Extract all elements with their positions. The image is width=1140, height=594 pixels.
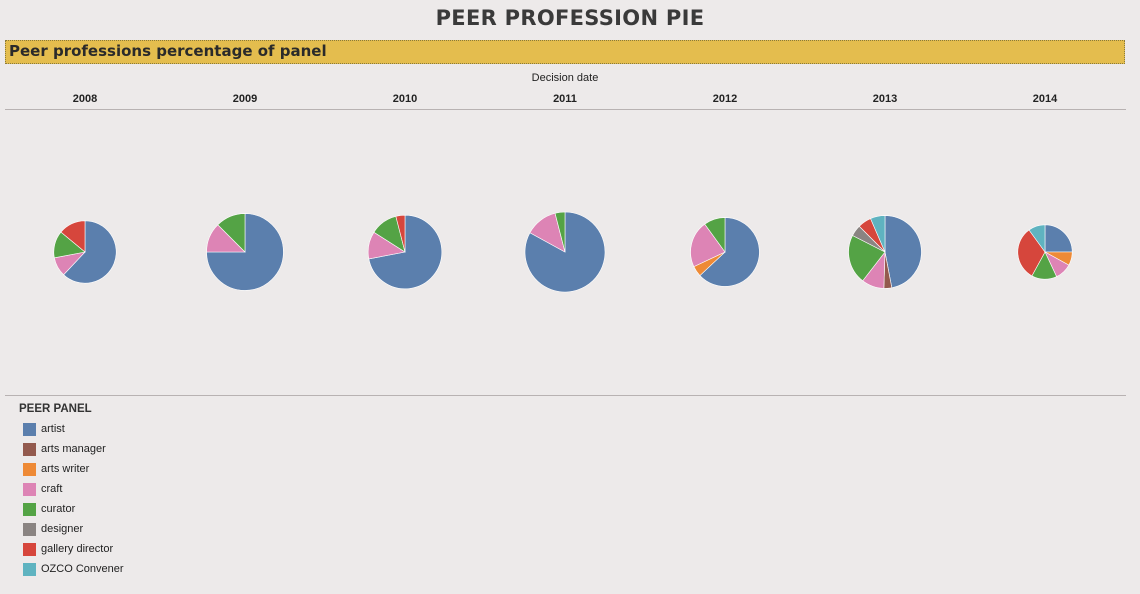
- pie-slice-craft[interactable]: [690, 223, 726, 268]
- year-label: 2012: [712, 93, 738, 105]
- subtitle-bar: Peer professions percentage of panel: [5, 40, 1125, 64]
- header-divider: [5, 109, 1126, 110]
- legend-item[interactable]: curator: [19, 499, 124, 519]
- legend-label: artist: [41, 423, 65, 435]
- pie-chart-area: [53, 211, 1073, 293]
- pie-slice-curator[interactable]: [704, 217, 726, 253]
- pie-2011[interactable]: [524, 211, 606, 293]
- legend: PEER PANEL artist arts manager arts writer…: [19, 403, 124, 579]
- legend-item[interactable]: gallery director: [19, 539, 124, 559]
- year-label: 2009: [232, 93, 258, 105]
- pie-slice-curator[interactable]: [217, 213, 246, 253]
- pane-divider: [5, 395, 1126, 396]
- year-label: 2014: [1032, 93, 1058, 105]
- pie-2013[interactable]: [848, 215, 922, 289]
- pie-slice-gallery-director[interactable]: [395, 214, 406, 253]
- pie-slice-artist[interactable]: [1044, 224, 1073, 253]
- pie-slice-artist[interactable]: [884, 215, 922, 289]
- legend-label: arts manager: [41, 443, 106, 455]
- legend-label: designer: [41, 523, 84, 535]
- legend-label: OZCO Convener: [41, 563, 124, 575]
- legend-title: PEER PANEL: [19, 403, 92, 415]
- legend-swatch: [23, 422, 36, 436]
- pie-slice-ozco-convener[interactable]: [870, 215, 886, 253]
- column-axis-title: Decision date: [531, 72, 599, 84]
- pie-slice-curator[interactable]: [554, 211, 566, 253]
- legend-item[interactable]: designer: [19, 519, 124, 539]
- pie-2014[interactable]: [1017, 224, 1073, 280]
- year-label: 2013: [872, 93, 898, 105]
- pie-slice-gallery-director[interactable]: [1017, 229, 1046, 277]
- legend-label: gallery director: [41, 543, 114, 555]
- pie-slice-gallery-director[interactable]: [60, 220, 86, 253]
- legend-swatch: [23, 462, 36, 476]
- legend-item[interactable]: OZCO Convener: [19, 559, 124, 579]
- legend-swatch: [23, 502, 36, 516]
- legend-item[interactable]: arts manager: [19, 439, 124, 459]
- legend-item[interactable]: artist: [19, 419, 124, 439]
- legend-swatch: [23, 542, 36, 556]
- pie-slice-artist[interactable]: [63, 220, 117, 284]
- pie-2008[interactable]: [53, 220, 117, 284]
- legend-item[interactable]: arts writer: [19, 459, 124, 479]
- pie-2012[interactable]: [690, 217, 760, 287]
- legend-swatch: [23, 562, 36, 576]
- legend-label: curator: [41, 503, 76, 515]
- legend-items: artist arts manager arts writer craft curato…: [19, 419, 124, 579]
- year-label: 2008: [72, 93, 98, 105]
- year-label: 2011: [553, 93, 577, 105]
- legend-swatch: [23, 482, 36, 496]
- year-label: 2010: [392, 93, 418, 105]
- page-title: PEER PROFESSION PIE: [435, 6, 705, 30]
- pie-slice-curator[interactable]: [848, 235, 886, 282]
- legend-label: craft: [41, 483, 63, 495]
- legend-swatch: [23, 442, 36, 456]
- legend-item[interactable]: craft: [19, 479, 124, 499]
- pie-2010[interactable]: [367, 214, 443, 290]
- chart-subtitle: Peer professions percentage of panel: [9, 42, 327, 60]
- legend-label: arts writer: [41, 463, 90, 475]
- pie-2009[interactable]: [206, 213, 284, 291]
- pie-slice-ozco-convener[interactable]: [1028, 224, 1046, 253]
- pie-slice-artist[interactable]: [699, 217, 760, 287]
- legend-swatch: [23, 522, 36, 536]
